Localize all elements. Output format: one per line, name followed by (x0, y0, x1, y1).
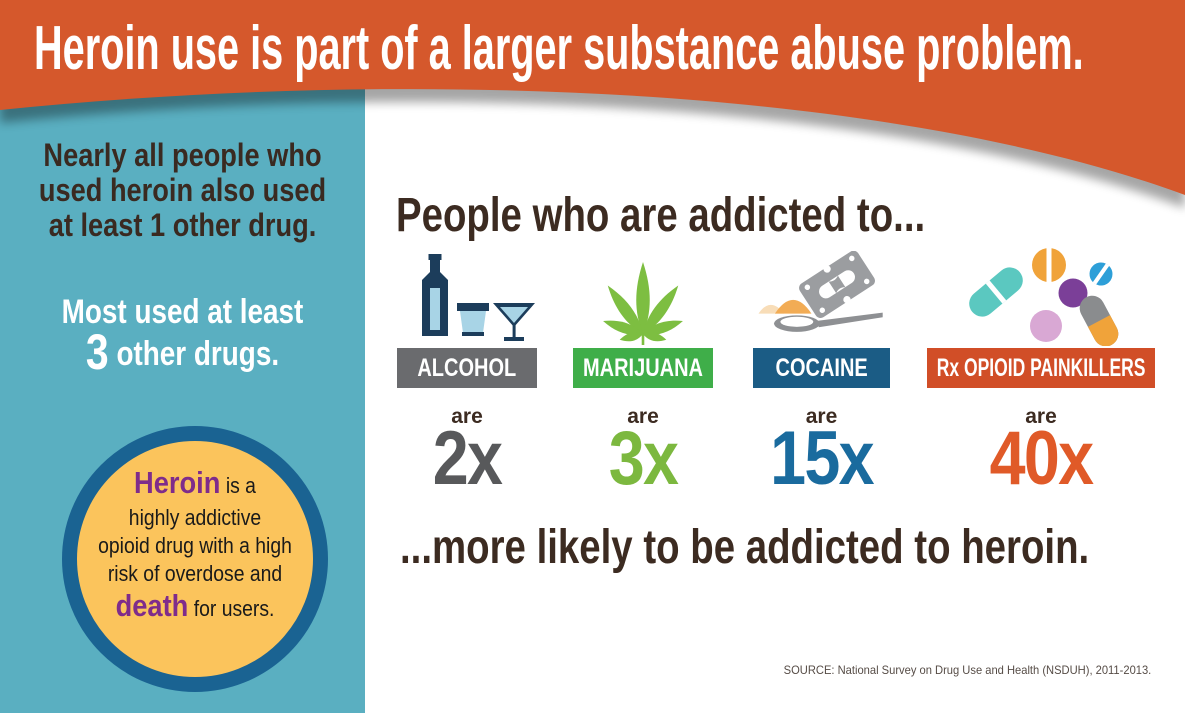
fact-line: 3 other drugs. (33, 327, 332, 377)
circle-line: Heroin is a (91, 465, 299, 504)
number-highlight: 3 (85, 324, 109, 380)
header-banner (0, 0, 1185, 208)
fact-line: used heroin also used (38, 172, 327, 208)
cocaine-icon (753, 250, 890, 346)
are-label: are (1025, 405, 1057, 428)
multiplier-marijuana: 3x (608, 416, 679, 501)
category-column-rx-opioids: Rx OPIOID PAINKILLERS are 40x (927, 248, 1155, 510)
multiplier-rx-opioids: 40x (989, 416, 1094, 501)
fact-line: Most used at least (61, 293, 304, 331)
death-highlight: death (115, 588, 189, 623)
circle-line-rest: for users. (188, 596, 275, 621)
category-label-text: Rx OPIOID PAINKILLERS (936, 353, 1146, 382)
circle-line: opioid drug with a high (98, 533, 292, 558)
category-label-rx-opioids: Rx OPIOID PAINKILLERS (927, 348, 1155, 388)
source-citation: SOURCE: National Survey on Drug Use and … (783, 663, 1151, 677)
fact-line: at least 1 other drug. (48, 207, 317, 243)
multiplier-cocaine: 15x (770, 416, 874, 501)
alcohol-icon (397, 250, 537, 346)
circle-line: highly addictive (128, 505, 262, 530)
heroin-definition-circle: Heroin is a highly addictive opioid drug… (62, 426, 328, 692)
circle-line-rest: is a (220, 473, 256, 498)
category-label-text: COCAINE (775, 353, 868, 382)
circle-line: risk of overdose and (107, 561, 283, 586)
header-curve (0, 0, 1185, 195)
category-column-alcohol: ALCOHOL are 2x (397, 250, 537, 510)
category-label-text: ALCOHOL (417, 353, 517, 382)
category-label-marijuana: MARIJUANA (573, 348, 713, 388)
fact-line: Nearly all people who (43, 137, 322, 173)
category-label-cocaine: COCAINE (753, 348, 890, 388)
circle-text: Heroin is a highly addictive opioid drug… (91, 465, 299, 627)
sidebar-fact-primary: Nearly all people who used heroin also u… (27, 138, 337, 243)
page-title: Heroin use is part of a larger substance… (34, 14, 1084, 83)
sidebar-fact-secondary: Most used at least 3 other drugs. (33, 292, 332, 377)
are-label: are (451, 405, 483, 428)
fact-line-rest: other drugs. (108, 335, 280, 373)
main-heading: People who are addicted to... (396, 189, 926, 242)
circle-line: death for users. (91, 588, 299, 627)
category-label-text: MARIJUANA (583, 353, 703, 382)
pills-icon (927, 248, 1155, 346)
category-column-cocaine: COCAINE are 15x (753, 250, 890, 510)
heroin-highlight: Heroin (134, 465, 221, 500)
closing-statement: ...more likely to be addicted to heroin. (400, 521, 1090, 574)
marijuana-leaf-icon (573, 250, 713, 346)
are-label: are (805, 405, 838, 428)
category-column-marijuana: MARIJUANA are 3x (573, 250, 713, 510)
multiplier-alcohol: 2x (432, 416, 503, 501)
are-label: are (627, 405, 659, 428)
category-label-alcohol: ALCOHOL (397, 348, 537, 388)
